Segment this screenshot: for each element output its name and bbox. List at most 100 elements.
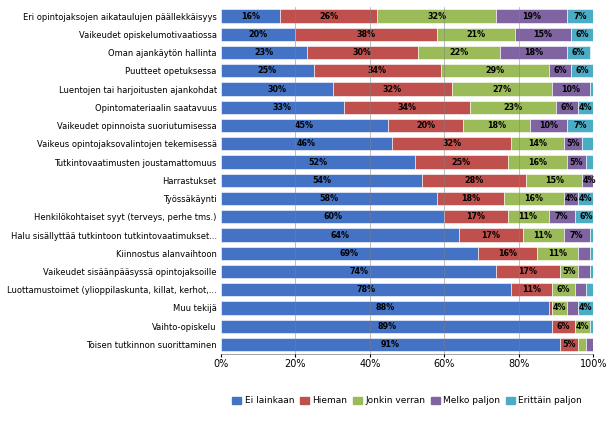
- Text: 16%: 16%: [241, 12, 260, 21]
- Bar: [537, 247, 578, 260]
- Bar: [549, 301, 553, 315]
- Text: 18%: 18%: [461, 194, 480, 203]
- Text: 18%: 18%: [487, 121, 506, 130]
- Bar: [586, 156, 593, 169]
- Bar: [523, 228, 564, 241]
- Text: 17%: 17%: [467, 212, 486, 221]
- Text: 38%: 38%: [357, 30, 376, 39]
- Text: 25%: 25%: [451, 157, 471, 167]
- Bar: [564, 192, 578, 205]
- Bar: [221, 119, 389, 132]
- Bar: [221, 301, 549, 315]
- Text: 15%: 15%: [545, 176, 564, 185]
- Bar: [306, 46, 418, 59]
- Bar: [567, 46, 589, 59]
- Bar: [508, 156, 567, 169]
- Bar: [567, 9, 593, 23]
- Bar: [221, 338, 560, 351]
- Bar: [575, 283, 586, 296]
- Text: 64%: 64%: [330, 231, 349, 240]
- Text: 4%: 4%: [583, 176, 596, 185]
- Bar: [511, 137, 564, 150]
- Bar: [530, 119, 567, 132]
- Bar: [578, 301, 593, 315]
- Text: 34%: 34%: [398, 103, 416, 112]
- Bar: [567, 156, 586, 169]
- Text: 7%: 7%: [555, 212, 569, 221]
- Bar: [221, 101, 344, 114]
- Bar: [459, 228, 523, 241]
- Bar: [377, 9, 497, 23]
- Text: 4%: 4%: [553, 304, 567, 312]
- Bar: [575, 210, 597, 224]
- Text: 18%: 18%: [524, 48, 543, 57]
- Bar: [589, 83, 593, 96]
- Bar: [414, 156, 508, 169]
- Bar: [221, 9, 281, 23]
- Bar: [553, 283, 575, 296]
- Text: 5%: 5%: [566, 139, 580, 148]
- Bar: [560, 338, 578, 351]
- Text: 23%: 23%: [503, 103, 523, 112]
- Text: 52%: 52%: [308, 157, 327, 167]
- Text: 21%: 21%: [467, 30, 486, 39]
- Bar: [564, 137, 582, 150]
- Bar: [497, 9, 567, 23]
- Bar: [586, 338, 593, 351]
- Text: 6%: 6%: [579, 212, 593, 221]
- Text: 5%: 5%: [562, 340, 576, 349]
- Text: 16%: 16%: [528, 157, 547, 167]
- Bar: [500, 46, 567, 59]
- Text: 69%: 69%: [340, 249, 359, 258]
- Bar: [586, 283, 593, 296]
- Bar: [221, 210, 445, 224]
- Bar: [221, 156, 414, 169]
- Bar: [553, 83, 589, 96]
- Bar: [452, 83, 553, 96]
- Bar: [437, 192, 504, 205]
- Bar: [549, 64, 571, 77]
- Text: 34%: 34%: [368, 66, 387, 75]
- Bar: [578, 247, 589, 260]
- Bar: [437, 28, 515, 41]
- Text: 29%: 29%: [485, 66, 504, 75]
- Text: 11%: 11%: [534, 231, 553, 240]
- Text: 7%: 7%: [573, 121, 587, 130]
- Bar: [564, 228, 589, 241]
- Text: 17%: 17%: [519, 267, 538, 276]
- Bar: [526, 174, 582, 187]
- Text: 60%: 60%: [323, 212, 342, 221]
- Bar: [549, 210, 575, 224]
- Bar: [567, 301, 578, 315]
- Text: 91%: 91%: [381, 340, 400, 349]
- Text: 6%: 6%: [572, 48, 585, 57]
- Bar: [571, 64, 593, 77]
- Bar: [497, 265, 560, 278]
- Text: 74%: 74%: [349, 267, 368, 276]
- Text: 10%: 10%: [539, 121, 558, 130]
- Text: 30%: 30%: [353, 48, 372, 57]
- Bar: [221, 320, 553, 333]
- Bar: [389, 119, 463, 132]
- Text: 4%: 4%: [579, 194, 593, 203]
- Text: 27%: 27%: [492, 84, 511, 93]
- Bar: [221, 137, 392, 150]
- Text: 4%: 4%: [575, 322, 589, 331]
- Text: 6%: 6%: [561, 103, 574, 112]
- Text: 32%: 32%: [442, 139, 461, 148]
- Bar: [578, 101, 593, 114]
- Text: 58%: 58%: [319, 194, 338, 203]
- Text: 16%: 16%: [524, 194, 543, 203]
- Text: 17%: 17%: [481, 231, 500, 240]
- Bar: [392, 137, 511, 150]
- Text: 6%: 6%: [575, 66, 589, 75]
- Bar: [295, 28, 437, 41]
- Text: 33%: 33%: [273, 103, 292, 112]
- Text: 7%: 7%: [570, 231, 583, 240]
- Bar: [221, 247, 478, 260]
- Bar: [553, 320, 575, 333]
- Text: 11%: 11%: [523, 285, 542, 294]
- Bar: [589, 320, 593, 333]
- Text: 14%: 14%: [528, 139, 547, 148]
- Bar: [221, 64, 314, 77]
